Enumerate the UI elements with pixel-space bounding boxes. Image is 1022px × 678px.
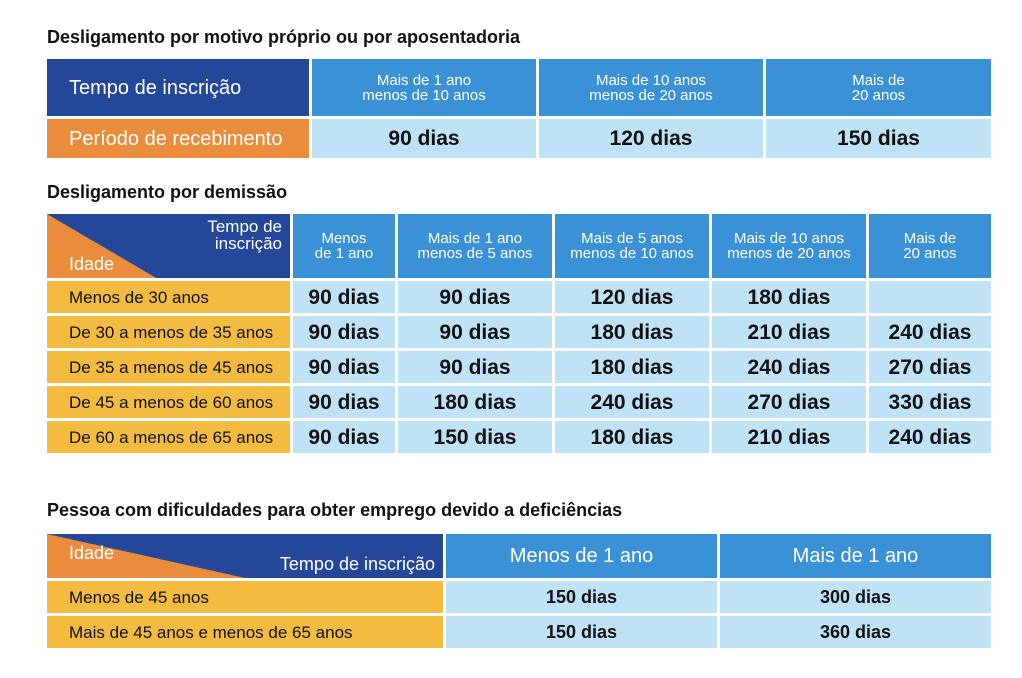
row-label: De 35 a menos de 45 anos — [47, 351, 290, 383]
table-cell: 240 dias — [712, 351, 866, 383]
table-cell: 210 dias — [712, 421, 866, 453]
table-cell: 90 dias — [293, 281, 395, 313]
column-header: Menos de 1 ano — [446, 534, 717, 578]
table-cell: 90 dias — [312, 119, 536, 158]
table-cell: 90 dias — [293, 316, 395, 348]
table-cell: 150 dias — [446, 581, 717, 613]
table-cell: 150 dias — [766, 119, 991, 158]
corner-age: Idade — [69, 254, 115, 274]
column-header: Mais de 20 anos — [869, 214, 991, 278]
table-cell: 240 dias — [555, 386, 709, 418]
table-cell: 90 dias — [293, 386, 395, 418]
table-cell: 300 dias — [720, 581, 991, 613]
row-header-receiving-period: Período de recebimento — [47, 119, 309, 158]
table-corner-header: Tempo de inscrição Idade — [47, 534, 443, 578]
table-cell: 150 dias — [446, 616, 717, 648]
table-cell: 360 dias — [720, 616, 991, 648]
section3-heading: Pessoa com dificuldades para obter empre… — [47, 500, 623, 520]
table-cell: 210 dias — [712, 316, 866, 348]
column-header: Mais de 1 ano menos de 5 anos — [398, 214, 552, 278]
table-cell: 240 dias — [869, 421, 991, 453]
row-label: Menos de 45 anos — [47, 581, 443, 613]
table-corner-header: Tempo de inscrição Idade — [47, 214, 290, 278]
table-cell: 120 dias — [539, 119, 763, 158]
column-header: Mais de 10 anos menos de 20 anos — [712, 214, 866, 278]
column-header: Mais de 1 ano — [720, 534, 991, 578]
table-cell — [869, 281, 991, 313]
column-header: Mais de 20 anos — [766, 59, 991, 116]
section1-heading: Desligamento por motivo próprio ou por a… — [47, 27, 521, 47]
table-cell: 90 dias — [398, 281, 552, 313]
table-cell: 90 dias — [293, 421, 395, 453]
table-cell: 180 dias — [555, 421, 709, 453]
column-header: Menos de 1 ano — [293, 214, 395, 278]
table-cell: 90 dias — [398, 316, 552, 348]
table-cell: 180 dias — [712, 281, 866, 313]
table-cell: 180 dias — [555, 351, 709, 383]
row-label: Menos de 30 anos — [47, 281, 290, 313]
corner-age: Idade — [69, 543, 115, 563]
table-own-motive: Tempo de inscrição Mais de 1 ano menos de… — [47, 59, 991, 158]
table-cell: 180 dias — [555, 316, 709, 348]
table-cell: 180 dias — [398, 386, 552, 418]
table-cell: 270 dias — [712, 386, 866, 418]
row-label: Mais de 45 anos e menos de 65 anos — [47, 616, 443, 648]
row-label: De 45 a menos de 60 anos — [47, 386, 290, 418]
table-cell: 270 dias — [869, 351, 991, 383]
table-cell: 330 dias — [869, 386, 991, 418]
row-label: De 60 a menos de 65 anos — [47, 421, 290, 453]
table-cell: 90 dias — [293, 351, 395, 383]
corner-registration-time: Tempo de inscrição — [279, 554, 435, 574]
column-header: Mais de 5 anos menos de 10 anos — [555, 214, 709, 278]
column-header: Mais de 10 anos menos de 20 anos — [539, 59, 763, 116]
row-header-registration-time: Tempo de inscrição — [47, 59, 309, 116]
corner-registration-time: Tempo de inscrição — [207, 217, 282, 253]
section2-heading: Desligamento por demissão — [47, 182, 288, 202]
column-header: Mais de 1 ano menos de 10 anos — [312, 59, 536, 116]
table-cell: 240 dias — [869, 316, 991, 348]
table-cell: 120 dias — [555, 281, 709, 313]
row-label: De 30 a menos de 35 anos — [47, 316, 290, 348]
table-cell: 90 dias — [398, 351, 552, 383]
table-disability: Tempo de inscrição Idade Menos de 1 ano … — [47, 534, 991, 648]
table-cell: 150 dias — [398, 421, 552, 453]
table-dismissal: Tempo de inscrição Idade Menos de 1 ano Ma… — [47, 214, 991, 453]
